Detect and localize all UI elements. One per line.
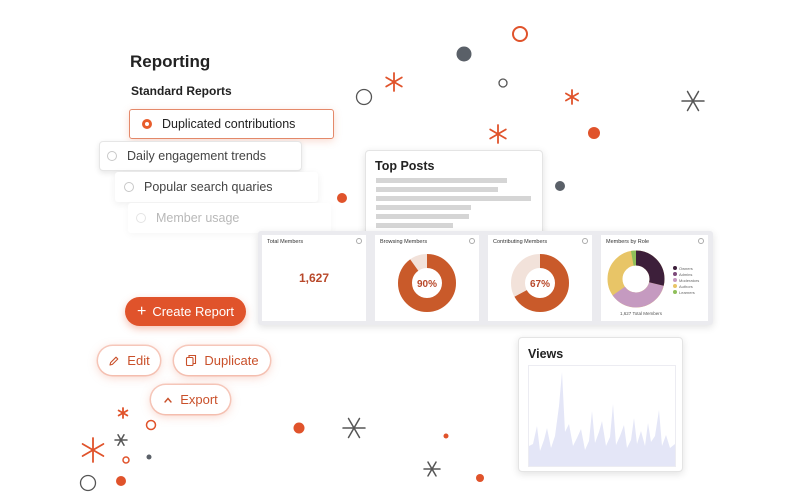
- browsing-members-widget[interactable]: Browsing Members 90%: [375, 235, 479, 321]
- report-option-label: Member usage: [156, 211, 240, 225]
- legend-swatch: [673, 272, 677, 276]
- report-option-daily-engagement[interactable]: Daily engagement trends: [99, 141, 302, 171]
- widget-title: Total Members: [267, 239, 304, 245]
- contributing-donut: [511, 254, 569, 312]
- contributing-donut-arc: [511, 254, 569, 312]
- chevron-up-icon: [164, 396, 172, 403]
- duplicate-label: Duplicate: [204, 353, 259, 368]
- browsing-donut: [398, 254, 456, 312]
- placeholder-bar: [376, 178, 507, 183]
- legend-swatch: [673, 284, 677, 288]
- edit-button[interactable]: Edit: [98, 346, 160, 375]
- report-option-member-usage[interactable]: Member usage: [128, 203, 331, 233]
- export-label: Export: [180, 392, 218, 407]
- section-heading: Standard Reports: [131, 84, 232, 98]
- placeholder-bar: [376, 205, 471, 210]
- create-report-button[interactable]: + Create Report: [125, 297, 246, 326]
- legend-label: Owners: [679, 266, 693, 271]
- widget-menu-icon[interactable]: [356, 238, 362, 244]
- page-title: Reporting: [130, 52, 211, 71]
- widget-title: Browsing Members: [380, 239, 428, 245]
- members-by-role-footer: 1,627 Total Members: [620, 311, 662, 316]
- dashboard-widgets: Total Members 1,627 Browsing Members 90%…: [258, 231, 713, 325]
- legend-swatch: [673, 278, 677, 282]
- report-option-label: Daily engagement trends: [127, 149, 266, 163]
- radio-icon[interactable]: [124, 182, 134, 192]
- legend-item: Admins: [673, 272, 699, 278]
- report-option-popular-search[interactable]: Popular search quaries: [115, 172, 318, 202]
- members-by-role-donut: [607, 250, 665, 308]
- legend-item: Owners: [673, 266, 699, 272]
- legend-item: Moderators: [673, 278, 699, 284]
- widget-title: Members by Role: [606, 239, 650, 245]
- placeholder-bar: [376, 196, 531, 201]
- widget-menu-icon[interactable]: [698, 238, 704, 244]
- members-by-role-widget[interactable]: Members by Role Owners Admins Moderators…: [601, 235, 708, 321]
- radio-selected-icon[interactable]: [142, 119, 152, 129]
- role-legend: Owners Admins Moderators Authors Learner…: [673, 266, 699, 296]
- legend-label: Learners: [679, 290, 695, 295]
- browsing-percent: 90%: [416, 279, 437, 290]
- duplicate-button[interactable]: Duplicate: [174, 346, 270, 375]
- legend-label: Moderators: [679, 278, 700, 283]
- contributing-members-widget[interactable]: Contributing Members 67%: [488, 235, 592, 321]
- widget-menu-icon[interactable]: [582, 238, 588, 244]
- top-posts-title: Top Posts: [375, 159, 435, 173]
- views-area-chart: [528, 365, 676, 467]
- plus-icon: +: [137, 302, 147, 320]
- copy-icon: [186, 354, 197, 367]
- placeholder-bar: [376, 187, 498, 192]
- report-option-label: Duplicated contributions: [162, 117, 296, 131]
- legend-label: Admins: [679, 272, 693, 277]
- widget-menu-icon[interactable]: [469, 238, 475, 244]
- radio-icon[interactable]: [107, 151, 117, 161]
- export-button[interactable]: Export: [151, 385, 230, 414]
- legend-label: Authors: [679, 284, 693, 289]
- report-option-duplicated-contributions[interactable]: Duplicated contributions: [129, 109, 334, 139]
- views-card: Views: [518, 337, 683, 472]
- report-option-label: Popular search quaries: [144, 180, 273, 194]
- create-report-label: Create Report: [152, 304, 234, 319]
- pencil-icon: [109, 356, 119, 366]
- views-title: Views: [528, 347, 564, 361]
- placeholder-bar: [376, 223, 453, 228]
- radio-icon[interactable]: [136, 213, 146, 223]
- top-posts-card: Top Posts: [365, 150, 543, 238]
- legend-item: Learners: [673, 290, 699, 296]
- legend-item: Authors: [673, 284, 699, 290]
- edit-label: Edit: [127, 353, 150, 368]
- placeholder-bar: [376, 214, 469, 219]
- legend-swatch: [673, 290, 677, 294]
- browsing-donut-arc: [398, 254, 456, 312]
- widget-title: Contributing Members: [493, 239, 548, 245]
- total-members-widget[interactable]: Total Members 1,627: [262, 235, 366, 321]
- contributing-percent: 67%: [529, 279, 550, 290]
- total-members-value: 1,627: [298, 271, 330, 285]
- legend-swatch: [673, 266, 677, 270]
